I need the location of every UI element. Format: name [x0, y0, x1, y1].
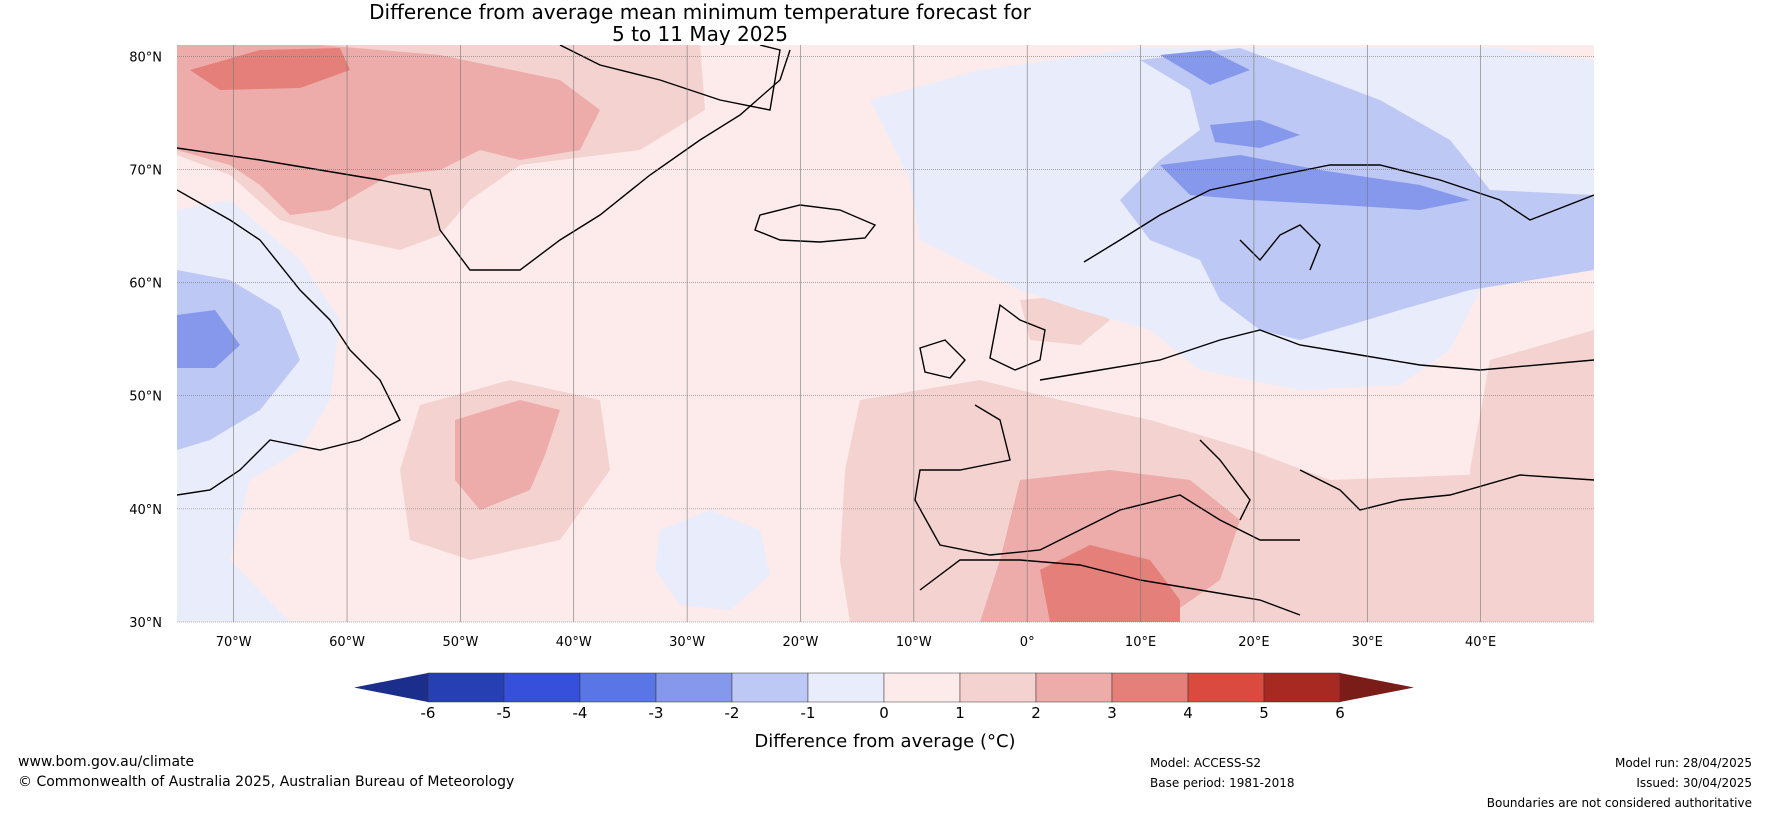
lon-label-40e: 40°E: [1465, 635, 1496, 650]
coastlines: [177, 45, 1594, 616]
coastline-iberia-med: [914, 404, 1300, 556]
anomaly-zone-norway-minus3-2: [1160, 155, 1470, 210]
colorbar-below-min-triangle: [354, 673, 428, 702]
lon-label-20w: 20°W: [783, 635, 819, 650]
latitude-axis: 30°N 40°N 50°N 60°N 70°N 80°N: [129, 50, 162, 631]
coastline-ireland: [919, 339, 966, 379]
coastline-balkans-turkey: [1299, 469, 1594, 511]
colorbar-bin-4: [731, 672, 809, 703]
lon-label-70w: 70°W: [216, 635, 252, 650]
footer-website: www.bom.gov.au/climate: [18, 754, 195, 770]
colorbar-tick-minus1: -1: [801, 704, 816, 722]
colorbar-bin-0: [427, 672, 505, 703]
coastline-north-america: [177, 189, 401, 496]
chart-title-line2: 5 to 11 May 2025: [612, 22, 788, 46]
colorbar-title: Difference from average (°C): [754, 731, 1015, 752]
longitude-axis: 70°W 60°W 50°W 40°W 30°W 20°W 10°W 0° 10…: [216, 635, 1497, 650]
colorbar-tick-1: 1: [955, 704, 965, 722]
lat-label-70: 70°N: [129, 163, 162, 178]
colorbar-bins: [427, 672, 1341, 703]
coastline-greenland-east: [559, 45, 781, 111]
lon-label-30e: 30°E: [1352, 635, 1383, 650]
lon-label-30w: 30°W: [669, 635, 705, 650]
lon-label-20e: 20°E: [1238, 635, 1269, 650]
footer-model-run: Model run: 28/04/2025: [1614, 756, 1752, 770]
colorbar-bin-8: [1035, 672, 1113, 703]
coastline-baltic: [1239, 224, 1321, 271]
colorbar-tick-5: 5: [1259, 704, 1269, 722]
colorbar-tick-0: 0: [879, 704, 889, 722]
lon-label-60w: 60°W: [329, 635, 365, 650]
coastline-iceland: [754, 204, 877, 243]
colorbar-tick-4: 4: [1183, 704, 1193, 722]
lon-label-10w: 10°W: [896, 635, 932, 650]
lon-label-40w: 40°W: [556, 635, 592, 650]
lat-label-40: 40°N: [129, 503, 162, 518]
coastline-italy: [1199, 439, 1251, 521]
coastline-britain: [989, 303, 1046, 371]
colorbar-bin-1: [503, 672, 581, 703]
anomaly-zone-labrador-minus3-2: [177, 310, 240, 368]
colorbar-bin-11: [1263, 672, 1341, 703]
lon-label-10e: 10°E: [1125, 635, 1156, 650]
colorbar-bin-3: [655, 672, 733, 703]
colorbar-bin-2: [579, 672, 657, 703]
colorbar-above-max-triangle: [1340, 673, 1414, 702]
anomaly-zone-greenland-3-4: [190, 48, 350, 90]
colorbar: -6 -5 -4 -3 -2 -1 0 1 2 3 4 5 6 Differen…: [354, 672, 1414, 752]
lon-label-50w: 50°W: [442, 635, 478, 650]
anomaly-zone-azores-minus1-0: [655, 510, 770, 610]
colorbar-tick-6: 6: [1335, 704, 1345, 722]
colorbar-tick-2: 2: [1031, 704, 1041, 722]
lat-label-30: 30°N: [129, 616, 162, 631]
footer-base-period: Base period: 1981-2018: [1150, 776, 1295, 790]
coastline-greenland-south: [177, 49, 791, 271]
footer-issued: Issued: 30/04/2025: [1636, 776, 1752, 790]
colorbar-tick-minus4: -4: [573, 704, 588, 722]
footer-disclaimer: Boundaries are not considered authoritat…: [1486, 796, 1752, 810]
lat-label-60: 60°N: [129, 277, 162, 292]
coastline-north-africa: [919, 559, 1301, 616]
map-panel: 30°N 40°N 50°N 60°N 70°N 80°N 70°W 60°W …: [129, 45, 1594, 650]
colorbar-bin-7: [959, 672, 1037, 703]
colorbar-bin-5: [807, 672, 885, 703]
lat-label-80: 80°N: [129, 50, 162, 65]
footer-copyright: © Commonwealth of Australia 2025, Austra…: [18, 774, 515, 790]
colorbar-bin-9: [1111, 672, 1189, 703]
colorbar-tick-minus3: -3: [649, 704, 664, 722]
colorbar-tick-minus6: -6: [421, 704, 436, 722]
colorbar-tick-3: 3: [1107, 704, 1117, 722]
anomaly-zone-barents-minus3-2: [1210, 120, 1300, 148]
colorbar-tick-minus5: -5: [497, 704, 512, 722]
lon-label-0: 0°: [1020, 635, 1035, 650]
colorbar-bin-10: [1187, 672, 1265, 703]
coastline-norway: [1083, 164, 1594, 263]
anomaly-zone-svalbard-minus3-2: [1160, 50, 1250, 85]
lat-label-50: 50°N: [129, 390, 162, 405]
colorbar-tick-minus2: -2: [725, 704, 740, 722]
anomaly-contours: [177, 45, 1594, 622]
anomaly-zone-atlantic-2-3: [455, 400, 560, 510]
map-gridlines: [177, 45, 1594, 623]
colorbar-bin-6: [883, 672, 961, 703]
chart-title-line1: Difference from average mean minimum tem…: [369, 0, 1031, 24]
coastline-north-europe: [1039, 329, 1594, 381]
footer-model: Model: ACCESS-S2: [1150, 756, 1262, 770]
